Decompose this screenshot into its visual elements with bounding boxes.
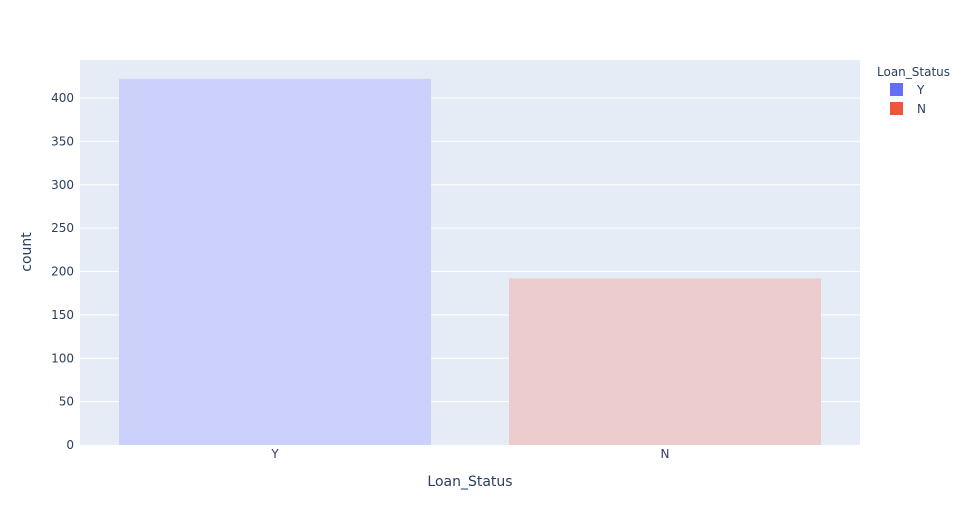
x-tick-label: Y xyxy=(270,447,279,461)
y-tick-label: 400 xyxy=(51,91,74,105)
bar-y[interactable] xyxy=(119,78,431,445)
x-axis-title: Loan_Status xyxy=(427,474,512,490)
y-tick-label: 0 xyxy=(66,438,74,452)
y-tick-label: 300 xyxy=(51,178,74,192)
legend-item-y[interactable]: Y xyxy=(890,83,925,97)
legend-label: Y xyxy=(916,83,925,97)
y-tick-label: 150 xyxy=(51,308,74,322)
legend-swatch xyxy=(890,102,903,115)
y-tick-label: 50 xyxy=(59,395,74,409)
y-tick-label: 250 xyxy=(51,221,74,235)
y-tick-label: 350 xyxy=(51,134,74,148)
legend-swatch xyxy=(890,83,903,96)
y-tick-labels: 0 50 100 150 200 250 300 350 400 xyxy=(51,91,74,452)
bars[interactable] xyxy=(119,78,821,445)
legend-label: N xyxy=(917,102,926,116)
legend-item-n[interactable]: N xyxy=(890,102,926,116)
y-axis-title: count xyxy=(19,232,35,272)
legend-title: Loan_Status xyxy=(877,65,950,79)
y-tick-label: 100 xyxy=(51,351,74,365)
x-tick-label: N xyxy=(661,447,670,461)
bar-n[interactable] xyxy=(509,278,821,445)
y-tick-label: 200 xyxy=(51,265,74,279)
legend[interactable]: Loan_Status YN xyxy=(877,65,950,116)
